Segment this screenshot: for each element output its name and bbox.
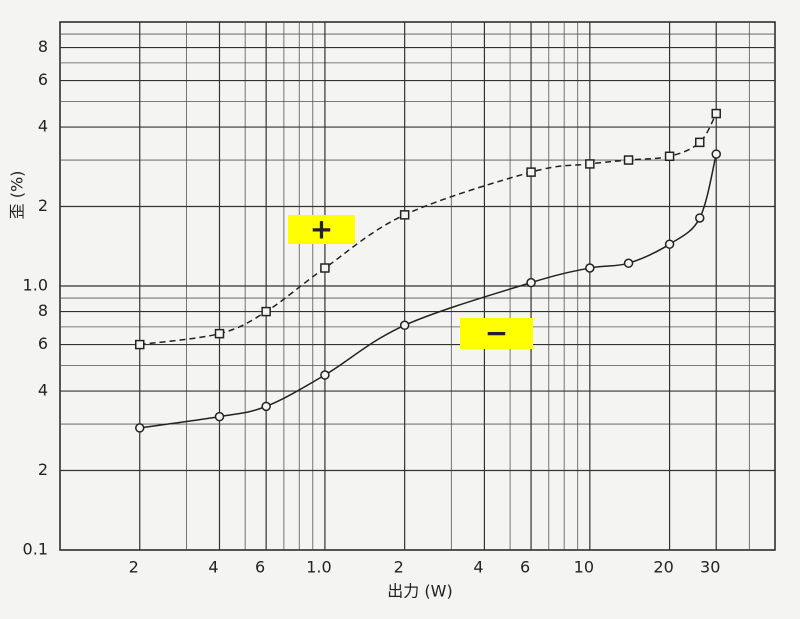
y-tick-label: 4: [38, 381, 48, 400]
marker: [526, 167, 536, 177]
marker: [664, 239, 675, 249]
x-axis-label: 出力 (W): [387, 582, 452, 601]
legend-box: [288, 215, 355, 244]
marker: [711, 108, 721, 119]
marker: [320, 370, 330, 380]
x-tick-label: 20: [653, 558, 673, 577]
y-tick-label: 0.1: [23, 540, 48, 559]
marker: [623, 258, 634, 268]
y-tick-label: 4: [38, 117, 48, 136]
x-tick-label: 30: [700, 558, 720, 577]
y-tick-label: 2: [38, 196, 48, 215]
legend-label: −: [485, 317, 508, 350]
marker: [585, 263, 595, 273]
marker: [695, 213, 705, 223]
x-tick-label: 2: [129, 558, 139, 577]
marker: [134, 339, 145, 350]
marker: [695, 137, 705, 148]
marker: [399, 320, 410, 331]
marker: [214, 411, 225, 422]
marker: [261, 306, 271, 317]
marker: [623, 155, 634, 165]
legend-label: +: [310, 213, 333, 246]
y-tick-label: 2: [38, 460, 48, 479]
y-tick-label: 6: [38, 334, 48, 353]
marker: [711, 149, 721, 159]
x-tick-label: 6: [520, 558, 530, 577]
marker: [261, 401, 271, 412]
series-line: [139, 153, 717, 429]
marker: [585, 159, 595, 169]
x-tick-label: 2: [394, 558, 404, 577]
y-tick-label: 8: [38, 37, 48, 56]
marker: [134, 423, 145, 433]
x-tick-label: 4: [208, 558, 218, 577]
legend-box: [460, 318, 533, 349]
x-tick-label: 1.0: [306, 558, 331, 577]
y-tick-label: 8: [38, 301, 48, 320]
marker: [320, 263, 330, 273]
y-tick-label: 6: [38, 70, 48, 89]
y-tick-label: 1.0: [23, 276, 48, 295]
marker: [664, 151, 675, 162]
marker: [399, 210, 410, 220]
marker: [526, 277, 536, 288]
x-tick-label: 10: [574, 558, 594, 577]
x-tick-label: 6: [255, 558, 265, 577]
x-tick-label: 4: [473, 558, 483, 577]
y-axis-label: 歪 (%): [8, 171, 27, 220]
marker: [214, 328, 225, 339]
